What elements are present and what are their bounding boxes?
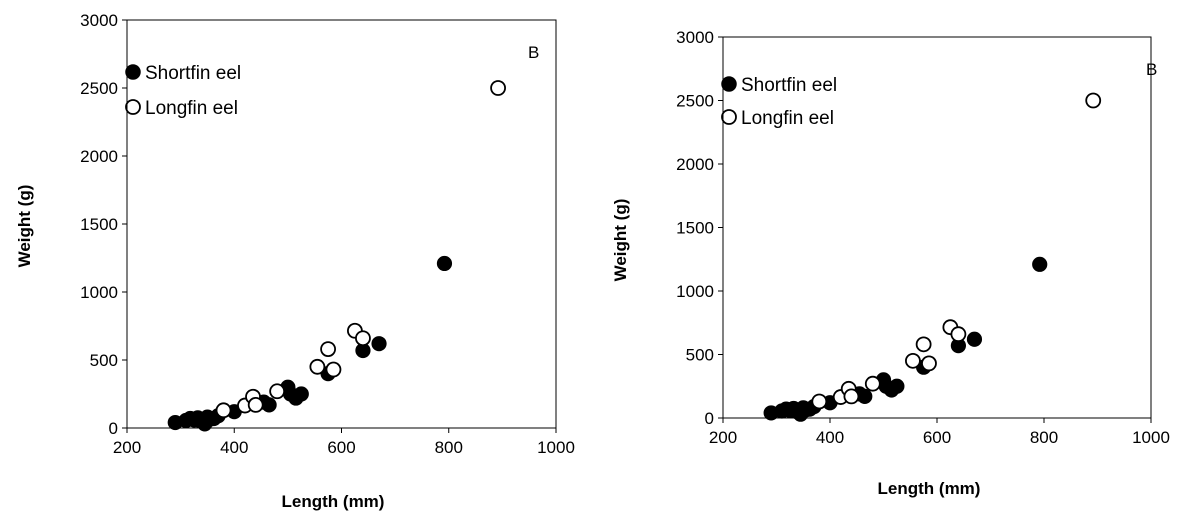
y-tick-label: 0 [109,419,118,438]
longfin-point [811,393,828,410]
longfin-point [1085,92,1102,109]
legend-marker-shortfin [721,76,737,92]
x-tick-label: 1000 [1132,428,1170,447]
longfin-point [864,375,881,392]
longfin-point [921,355,937,372]
longfin-point [325,361,342,378]
x-tick-label: 600 [327,438,355,457]
x-tick-label: 400 [816,428,844,447]
legend-label-longfin: Longfin eel [145,98,238,119]
shortfin-point [293,386,309,402]
longfin-point [950,326,967,343]
legend-marker-longfin [125,99,141,115]
panel-label: B [528,43,539,62]
x-tick-label: 400 [220,438,248,457]
x-tick-label: 200 [709,428,737,447]
longfin-point [320,341,336,358]
x-axis-label: Length (mm) [878,479,981,498]
longfin-point [215,402,232,419]
legend: Shortfin eel Longfin eel [721,75,837,129]
y-axis-label: Weight (g) [611,199,630,282]
y-tick-label: 2000 [80,147,118,166]
y-axis-label: Weight (g) [15,185,34,268]
shortfin-point [889,378,905,394]
legend: Shortfin eel Longfin eel [125,63,241,119]
x-tick-label: 1000 [537,438,575,457]
scatter-chart-left: B Shortfin eel Longfin eel Length (mm) W… [15,11,575,511]
y-tick-label: 3000 [80,11,118,30]
longfin-point [915,336,932,353]
longfin-point [247,396,264,413]
x-tick-label: 800 [1030,428,1058,447]
x-tick-label: 200 [113,438,141,457]
y-tick-label: 500 [90,351,118,370]
longfin-point [269,383,286,400]
legend-label-shortfin: Shortfin eel [145,63,241,84]
shortfin-point [857,388,873,405]
panel-label: B [1146,60,1157,79]
y-tick-label: 2000 [676,155,714,174]
shortfin-point [371,336,387,352]
x-axis-label: Length (mm) [282,492,385,511]
y-tick-label: 1500 [80,215,118,234]
y-tick-label: 0 [705,409,714,428]
legend-marker-shortfin [125,64,141,80]
y-tick-label: 3000 [676,28,714,47]
shortfin-point [1032,256,1048,272]
shortfin-point [966,331,983,347]
longfin-point [843,388,860,405]
y-tick-label: 2500 [676,92,714,111]
longfin-point [355,330,371,347]
x-tick-label: 600 [923,428,951,447]
y-tick-label: 1000 [80,283,118,302]
shortfin-point [436,255,453,272]
y-tick-label: 2500 [80,79,118,98]
y-tick-label: 1500 [676,219,714,238]
longfin-point [490,80,506,96]
legend-label-longfin: Longfin eel [741,108,834,129]
longfin-point [905,352,921,369]
shortfin-point [261,397,277,413]
longfin-point [309,358,326,375]
scatter-chart-right: B Shortfin eel Longfin eel Length (mm) W… [611,28,1170,498]
legend-marker-longfin [721,109,737,125]
y-tick-label: 500 [686,346,714,365]
x-tick-label: 800 [435,438,463,457]
legend-label-shortfin: Shortfin eel [741,75,837,96]
y-tick-label: 1000 [676,282,714,301]
